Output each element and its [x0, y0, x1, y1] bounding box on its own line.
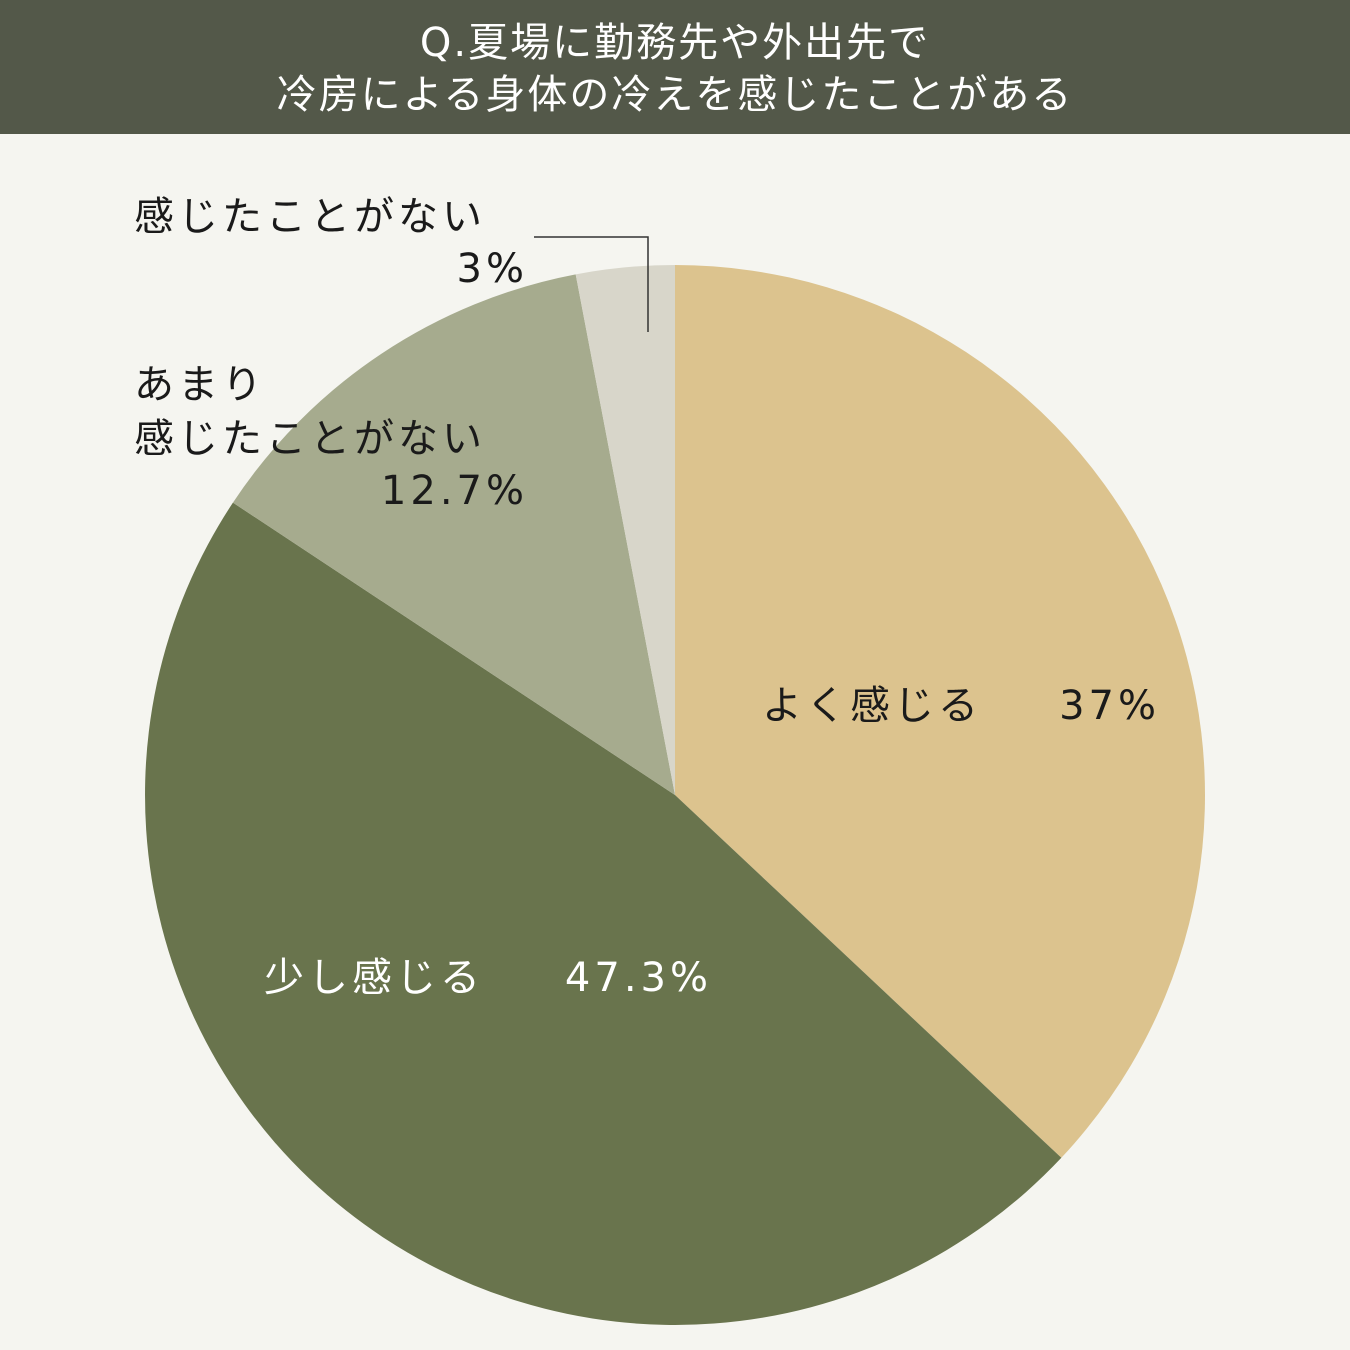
title-line-1: Q.夏場に勤務先や外出先で — [419, 20, 931, 66]
slice-2-name-line-1: あまり — [134, 362, 266, 408]
pie-slice-0 — [675, 265, 1205, 1158]
slice-0-value: 37% — [1059, 683, 1160, 729]
slice-0-name: よく感じる — [762, 683, 982, 729]
title-line-2: 冷房による身体の冷えを感じたことがある — [276, 72, 1074, 118]
slice-3-leader-line — [534, 236, 649, 332]
pie-slice-3 — [575, 265, 675, 795]
slice-3-name: 感じたことがない — [134, 194, 486, 240]
slice-3-value: 3% — [457, 246, 528, 292]
slice-0-label: よく感じる — [762, 683, 982, 729]
slice-2-value: 12.7% — [381, 468, 528, 514]
slice-2-name-line-2: 感じたことがない — [134, 416, 486, 462]
chart-title: Q.夏場に勤務先や外出先で 冷房による身体の冷えを感じたことがある — [0, 0, 1350, 134]
pie-slices — [145, 265, 1205, 1325]
slice-1-name: 少し感じる — [264, 955, 484, 1001]
pie-slice-2 — [232, 274, 675, 795]
slice-1-value: 47.3% — [565, 955, 712, 1001]
pie-slice-1 — [145, 502, 1062, 1325]
